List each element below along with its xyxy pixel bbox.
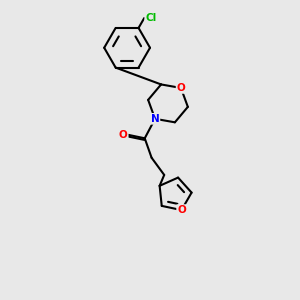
Text: N: N bbox=[151, 114, 159, 124]
Text: O: O bbox=[177, 83, 185, 93]
Text: O: O bbox=[119, 130, 128, 140]
Text: O: O bbox=[177, 205, 186, 215]
Text: Cl: Cl bbox=[145, 13, 156, 23]
